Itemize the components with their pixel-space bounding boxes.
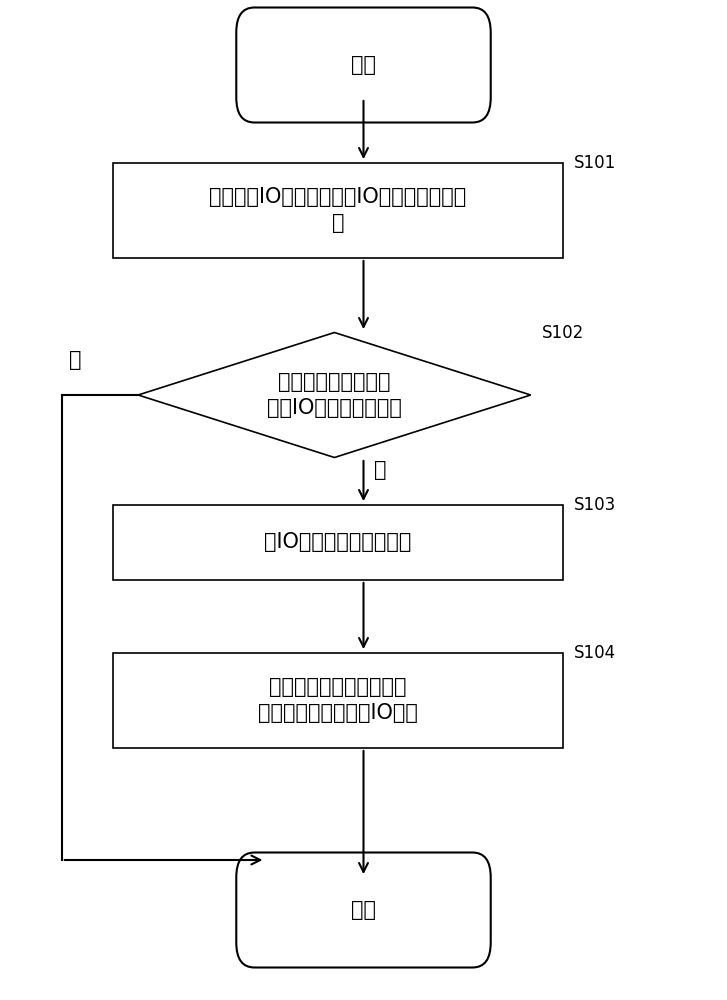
Text: 开始: 开始 xyxy=(351,55,376,75)
Bar xyxy=(113,652,563,748)
Text: 是: 是 xyxy=(374,460,387,480)
Text: S101: S101 xyxy=(574,153,616,172)
Text: 在其他请求处理完毕后，
按顺序处理链表中的IO请求: 在其他请求处理完毕后， 按顺序处理链表中的IO请求 xyxy=(258,677,418,723)
Text: S102: S102 xyxy=(542,324,584,342)
FancyBboxPatch shape xyxy=(236,852,491,968)
Text: 将IO请求挂到对应的链表: 将IO请求挂到对应的链表 xyxy=(265,532,411,552)
Polygon shape xyxy=(138,332,531,458)
Bar xyxy=(113,504,563,579)
Text: 否: 否 xyxy=(69,350,81,370)
Text: 结束: 结束 xyxy=(351,900,376,920)
Text: 判断存储卷是否存在
其仚IO请求正在被处理: 判断存储卷是否存在 其仚IO请求正在被处理 xyxy=(267,372,402,418)
Text: S103: S103 xyxy=(574,495,616,514)
Bar xyxy=(113,162,563,257)
Text: 当接收到IO请求时，确定IO请求所属的存储
卷: 当接收到IO请求时，确定IO请求所属的存储 卷 xyxy=(209,187,467,233)
FancyBboxPatch shape xyxy=(236,7,491,122)
Text: S104: S104 xyxy=(574,644,616,662)
